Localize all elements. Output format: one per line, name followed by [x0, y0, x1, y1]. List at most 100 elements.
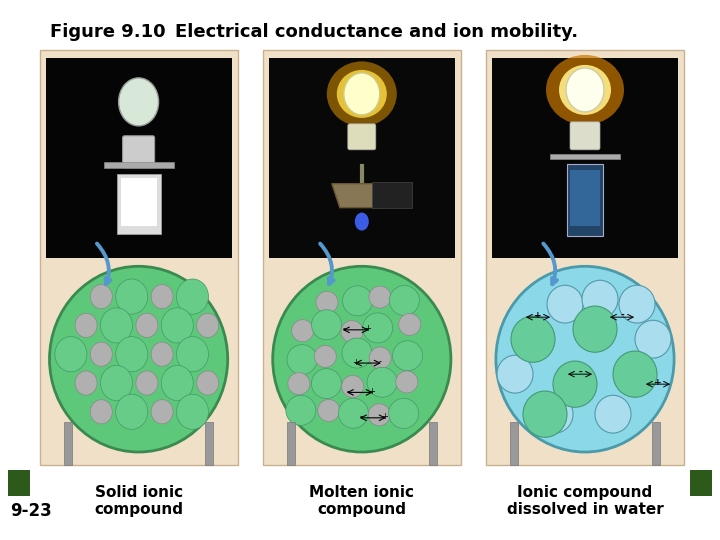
Bar: [8, 470, 30, 496]
Text: +: +: [352, 357, 359, 367]
Ellipse shape: [312, 310, 341, 340]
Ellipse shape: [119, 78, 158, 126]
Ellipse shape: [286, 395, 316, 426]
Ellipse shape: [136, 371, 158, 395]
Ellipse shape: [161, 308, 193, 343]
Ellipse shape: [327, 62, 397, 126]
Ellipse shape: [619, 285, 655, 323]
Bar: [428, 422, 436, 465]
Ellipse shape: [75, 371, 97, 395]
Ellipse shape: [511, 316, 555, 362]
Ellipse shape: [367, 367, 397, 397]
FancyBboxPatch shape: [570, 122, 600, 150]
Ellipse shape: [273, 266, 451, 452]
Ellipse shape: [368, 404, 390, 426]
Ellipse shape: [341, 375, 364, 397]
Ellipse shape: [338, 399, 369, 428]
Ellipse shape: [176, 279, 209, 314]
Ellipse shape: [151, 342, 173, 366]
Ellipse shape: [50, 266, 228, 452]
Ellipse shape: [316, 291, 338, 313]
Bar: [652, 422, 660, 465]
Bar: [690, 470, 712, 496]
Ellipse shape: [90, 285, 112, 309]
Ellipse shape: [151, 400, 173, 424]
FancyBboxPatch shape: [348, 124, 376, 150]
Bar: [287, 422, 295, 465]
Ellipse shape: [75, 313, 97, 338]
Ellipse shape: [496, 266, 674, 452]
Ellipse shape: [392, 341, 423, 371]
Bar: [40, 50, 238, 465]
Bar: [567, 164, 603, 235]
Ellipse shape: [369, 286, 391, 308]
Bar: [269, 58, 455, 258]
Ellipse shape: [496, 266, 674, 452]
Text: -: -: [620, 310, 624, 320]
Ellipse shape: [176, 394, 209, 429]
Ellipse shape: [341, 321, 363, 342]
Ellipse shape: [90, 342, 112, 366]
Ellipse shape: [369, 347, 391, 369]
Ellipse shape: [582, 280, 618, 318]
Bar: [550, 154, 620, 159]
FancyBboxPatch shape: [122, 136, 155, 168]
Ellipse shape: [315, 346, 336, 367]
Ellipse shape: [318, 400, 340, 422]
Bar: [492, 58, 678, 258]
Ellipse shape: [90, 400, 112, 424]
Text: 9-23: 9-23: [10, 502, 52, 520]
Ellipse shape: [176, 336, 209, 372]
Text: Molten ionic
compound: Molten ionic compound: [310, 485, 414, 517]
Ellipse shape: [116, 394, 148, 429]
Text: +: +: [382, 413, 388, 421]
Ellipse shape: [116, 279, 148, 314]
Ellipse shape: [547, 285, 583, 323]
Ellipse shape: [55, 336, 87, 372]
Ellipse shape: [635, 320, 671, 358]
Ellipse shape: [396, 371, 418, 393]
Text: -: -: [578, 368, 582, 377]
Ellipse shape: [390, 286, 419, 315]
Bar: [205, 422, 213, 465]
Bar: [117, 174, 161, 234]
Ellipse shape: [595, 395, 631, 433]
Text: Electrical conductance and ion mobility.: Electrical conductance and ion mobility.: [175, 23, 578, 41]
Text: +: +: [534, 310, 542, 320]
Bar: [486, 50, 684, 465]
Ellipse shape: [116, 336, 148, 372]
Text: +: +: [364, 325, 372, 333]
Ellipse shape: [573, 306, 617, 352]
Ellipse shape: [613, 351, 657, 397]
Bar: [104, 162, 174, 168]
Ellipse shape: [559, 65, 611, 115]
Ellipse shape: [342, 338, 372, 368]
Text: Solid ionic
compound: Solid ionic compound: [94, 485, 183, 517]
Bar: [372, 181, 412, 208]
Text: +: +: [369, 387, 375, 396]
Ellipse shape: [546, 55, 624, 125]
Text: Figure 9.10: Figure 9.10: [50, 23, 166, 41]
Ellipse shape: [161, 366, 193, 401]
Text: -: -: [359, 413, 362, 421]
Ellipse shape: [337, 70, 387, 118]
Ellipse shape: [566, 68, 604, 112]
Polygon shape: [332, 184, 392, 207]
Ellipse shape: [399, 313, 420, 335]
Bar: [64, 422, 72, 465]
Ellipse shape: [151, 285, 173, 309]
Text: -: -: [342, 325, 346, 333]
Text: -: -: [346, 387, 349, 396]
Ellipse shape: [355, 213, 369, 231]
Ellipse shape: [197, 371, 219, 395]
Ellipse shape: [343, 286, 372, 316]
Ellipse shape: [553, 361, 597, 407]
Ellipse shape: [497, 355, 533, 393]
Ellipse shape: [344, 73, 380, 115]
Ellipse shape: [288, 373, 310, 395]
Bar: [121, 178, 157, 226]
Ellipse shape: [537, 395, 573, 433]
Ellipse shape: [101, 308, 132, 343]
Text: +: +: [654, 377, 662, 387]
Ellipse shape: [101, 366, 132, 401]
